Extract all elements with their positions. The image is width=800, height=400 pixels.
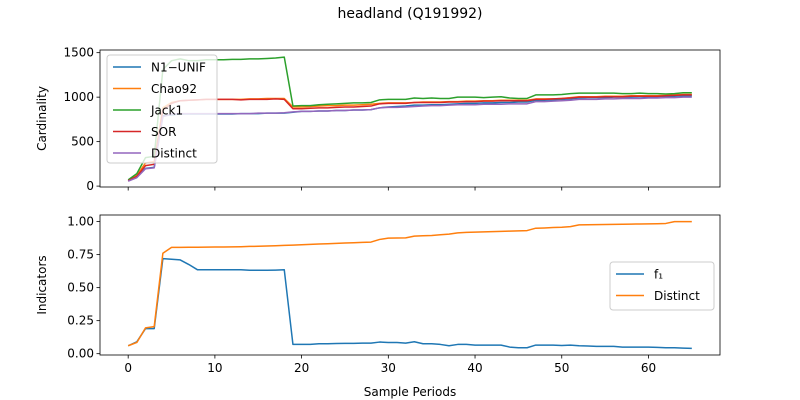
y-tick-label: 0 [86,179,94,193]
y-tick-label: 0.75 [67,248,94,262]
x-tick-label: 40 [467,361,482,375]
legend-entry: Distinct [151,147,197,161]
y-axis-label: Indicators [35,255,49,314]
figure-title: headland (Q191992) [337,6,482,22]
y-tick-label: 1500 [63,46,94,60]
y-tick-label: 1.00 [67,215,94,229]
y-tick-label: 1000 [63,90,94,104]
y-tick-label: 0.50 [67,281,94,295]
legend-entry: Distinct [654,289,700,303]
legend-entry: SOR [151,125,176,139]
series-line-3 [127,56,692,181]
y-tick-label: 500 [71,135,94,149]
x-axis-label: Sample Periods [364,385,456,399]
series-line-5 [127,96,692,182]
x-tick-label: 60 [641,361,656,375]
y-tick-label: 0.00 [67,347,94,361]
legend-box [106,54,218,164]
legend-entry: N1−UNIF [151,61,206,75]
legend: f₁ Distinct [609,261,715,311]
x-tick-label: 10 [207,361,222,375]
legend-entry: f₁ [654,268,663,282]
series-line-2 [127,220,692,347]
x-tick-label: 50 [554,361,569,375]
x-tick-label: 0 [124,361,132,375]
series-line-1 [127,257,692,350]
y-axis-label: Cardinality [35,86,49,151]
series-group [127,56,692,182]
legend-entry: Chao92 [151,82,197,96]
axes-frame [99,214,721,356]
y-tick-label: 0.25 [67,314,94,328]
series-group [127,220,692,350]
x-tick-label: 30 [381,361,396,375]
bottom-axes-indicators: 0 10 20 30 40 50 60 0.00 0.25 0.50 0.75 1.00 Indicat… [35,214,721,399]
series-line-4 [127,94,692,182]
legend-entry: Jack1 [150,104,183,118]
axes-frame [99,49,721,188]
x-tick-label: 20 [294,361,309,375]
legend: N1−UNIF Chao92 Jack1 SOR Distinct [106,54,218,164]
top-axes-cardinality: 0 500 1000 1500 Cardinality N1−UNIF Chao92 Jack… [35,46,721,193]
